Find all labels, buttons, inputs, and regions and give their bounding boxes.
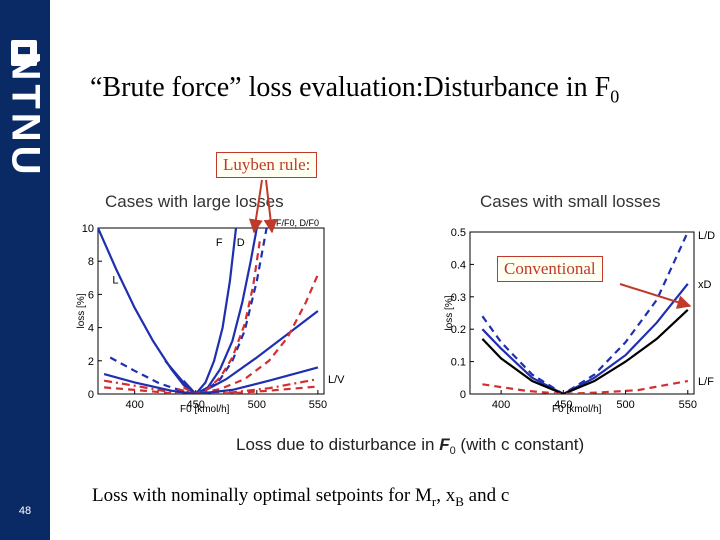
y-axis-label: loss [%] [76,293,87,328]
slide-title-subscript: 0 [610,86,620,107]
x-tick-label: 500 [616,399,634,411]
figure-caption: Loss due to disturbance in F0 (with c co… [236,435,584,457]
sidebar: NTNU 48 [0,0,50,540]
y-tick-label: 4 [88,323,94,335]
annotation-ratio-labels: F/F0, D/F0 [276,218,319,228]
plots-group: Cases with large losses 0 2 4 6 8 10 400 450 500 5… [76,192,715,415]
ntnu-logo-icon [11,40,37,66]
y-tick-label: 8 [88,256,94,268]
x-tick-label: 400 [125,399,143,411]
series-line-l-f [482,379,688,394]
callout-conventional: Conventional [497,256,603,282]
chart-1: Cases with large losses 0 2 4 6 8 10 400 450 500 5… [76,192,345,415]
x-tick-label: 500 [248,399,266,411]
x-tick-label: 450 [554,399,572,411]
y-tick-label: 0.1 [451,357,466,369]
series-label: L [112,275,118,287]
y-tick-label: 0 [460,389,466,401]
chart-title: Cases with small losses [480,192,660,211]
series-group [98,228,319,394]
series-line-l-v-red-low [104,385,318,394]
y-axis-label: loss [%] [444,295,455,330]
series-label: F [216,237,223,249]
y-tick-label: 2 [88,356,94,368]
figure-caption-var-sub: 0 [450,445,456,457]
footer-post: and c [463,485,510,506]
series-line-l-blue-flat [103,366,319,394]
figure-caption-pre: Loss due to disturbance in [236,435,439,454]
callout-arrows [248,179,692,309]
page-number: 48 [18,505,32,517]
callout-luyben-rule: Luyben rule: [216,152,318,178]
footer-pre: Loss with nominally optimal setpoints fo… [92,485,432,506]
series-label: L/D [698,230,715,242]
conventional-arrow [619,283,692,309]
footer-mid: , x [436,485,456,506]
series-line-d-f0 [177,274,319,394]
x-axis-label: F0 [kmol/h] [552,404,602,415]
figure-background [90,180,720,460]
y-tick-label: 10 [82,223,94,235]
luyben-arrow-1 [248,179,263,234]
x-tick-label: 550 [679,399,697,411]
figure-caption-post: (with c constant) [456,435,585,454]
chart-title: Cases with large losses [105,192,284,211]
series-label: xD [698,279,712,291]
series-line-l-dash [109,228,268,394]
y-tick-label: 0.5 [451,227,466,239]
x-axis-label: F0 [kmol/h] [180,404,230,415]
x-tick-label: 450 [187,399,205,411]
slide-title-text: “Brute force” loss evaluation:Disturbanc… [90,72,611,103]
figure-caption-var: F [439,435,450,454]
x-tick-label: 400 [492,399,510,411]
chart-2: Cases with small losses 0 0.1 0.2 0.3 0.4 0.5 4… [444,192,715,415]
series-group [481,232,689,394]
series-line-l-v [103,378,319,394]
chart-frame [97,227,325,395]
footer-sub2: B [455,493,464,509]
y-tick-label: 0.3 [451,292,466,304]
series-label: L/V [328,374,345,386]
footer-caption: Loss with nominally optimal setpoints fo… [92,485,509,510]
x-tick-label: 550 [309,399,327,411]
y-tick-label: 6 [88,289,94,301]
series-line-xd [481,283,689,394]
luyben-arrow-2 [263,179,278,234]
slide-title: “Brute force” loss evaluation:Disturbanc… [90,72,619,108]
series-line-l-d [481,232,689,394]
series-line-xd-black [481,308,689,394]
series-label: L/F [698,376,714,388]
y-tick-label: 0.4 [451,259,466,271]
series-label: D [237,237,245,249]
y-tick-label: 0 [88,389,94,401]
footer-sub1: r [431,493,437,509]
y-tick-label: 0.2 [451,324,466,336]
